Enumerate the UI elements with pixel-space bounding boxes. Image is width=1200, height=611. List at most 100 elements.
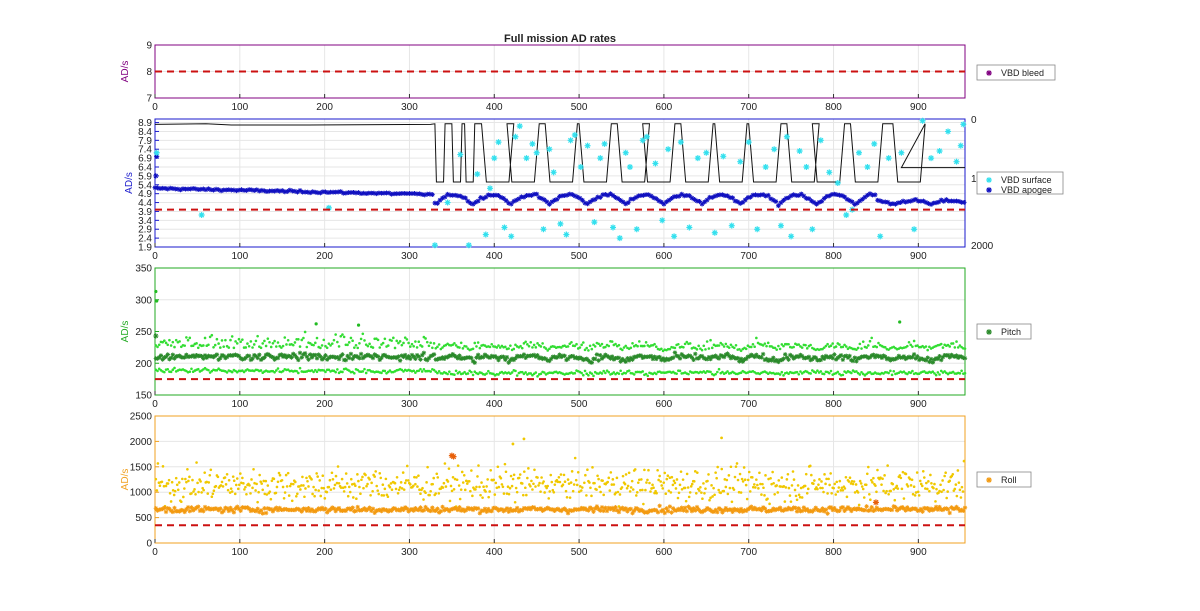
roll-point [503,507,508,513]
roll-point-high [902,497,906,500]
roll-point-high [451,475,455,479]
roll-point-high [659,480,662,483]
pitch-point-high [503,345,507,349]
vbd-surface-point [864,164,871,170]
roll-point-high [566,478,570,481]
roll-point-high [460,470,464,474]
roll-point-high [533,468,536,472]
pitch-point [396,354,401,359]
roll-point-high [771,470,774,474]
vbd-apogee-point [602,192,608,197]
roll-point [789,507,795,512]
roll-point-high [158,484,162,488]
roll-point-high [505,492,509,495]
pitch-point-high [337,345,341,348]
vbd-apogee-point [157,186,163,191]
vbd-apogee-point [483,194,489,200]
pitch-point [236,353,242,359]
roll-point [830,507,835,513]
roll-point [343,508,349,514]
roll-point [877,507,883,512]
x-tick-label: 600 [656,102,673,113]
pitch-point-low [951,370,955,374]
roll-point-high [342,490,346,493]
roll-point-high [435,472,439,476]
roll-point-high [672,479,676,483]
roll-point-high [419,492,422,496]
pitch-point-high [526,343,529,346]
pitch-point [521,352,527,357]
pitch-point-low [531,373,534,377]
pitch-point-high [202,344,205,347]
roll-point-high [325,490,329,494]
pitch-point-high [380,343,383,346]
pitch-point-high [727,346,731,349]
vbd-apogee-point [577,195,583,201]
roll-point-high [861,487,865,491]
roll-point [265,506,271,511]
pitch-point [404,355,410,361]
roll-point [163,509,169,515]
pitch-point [270,355,276,360]
pitch-point [235,353,240,358]
roll-point [733,508,739,513]
pitch-point [813,355,818,360]
pitch-point [367,353,372,358]
pitch-point [618,359,623,364]
roll-point-high [776,491,780,494]
roll-point-high [589,486,592,490]
pitch-point-high [268,340,271,344]
roll-point [457,505,462,510]
roll-point-high [679,470,683,473]
vbd-apogee-point [748,194,753,200]
pitch-point-low [422,367,426,371]
pitch-point-high [860,347,863,350]
roll-point [599,505,605,510]
roll-point [782,506,788,512]
pitch-point-high [437,343,441,346]
roll-point-high [448,499,452,503]
roll-point-high [347,485,351,489]
pitch-point [537,356,542,361]
pitch-point-low [716,370,719,374]
vbd-apogee-point [745,195,751,200]
roll-point [284,507,289,512]
y-axis-label: AD/s [120,61,131,83]
pitch-point [445,355,450,360]
pitch-point-high [631,341,634,345]
roll-point-high [413,475,416,479]
roll-point-high [470,469,473,472]
pitch-point [667,356,673,362]
roll-point-high [655,491,658,495]
pitch-point-low [632,373,636,376]
roll-point-high [795,498,799,502]
vbd-surface-point [495,139,502,146]
pitch-point-high [308,341,312,345]
roll-point-high [384,477,388,481]
pitch-point [452,353,457,358]
vbd-surface-point [834,180,841,186]
roll-point-high [515,490,519,494]
vbd-apogee-point [765,192,771,198]
vbd-apogee-point [190,186,196,191]
pitch-point-high [441,346,444,349]
roll-point-high [548,490,552,493]
pitch-point-high [522,342,526,345]
y-tick-label: 200 [135,359,152,370]
vbd-surface-point [898,149,905,156]
vbd-apogee-point [180,186,186,192]
roll-point [933,504,939,510]
vbd-apogee-point [727,195,733,200]
roll-point-high [662,481,666,484]
pitch-point [199,354,204,359]
roll-point [408,507,413,513]
y-tick-label: 1.9 [138,243,152,254]
roll-point [218,506,223,511]
roll-point [874,505,879,511]
roll-point-high [340,477,344,481]
roll-point-high [488,490,491,493]
pitch-point-low [739,371,743,374]
roll-point-high [310,478,313,481]
vbd-apogee-point [699,201,705,207]
pitch-point [950,353,956,359]
